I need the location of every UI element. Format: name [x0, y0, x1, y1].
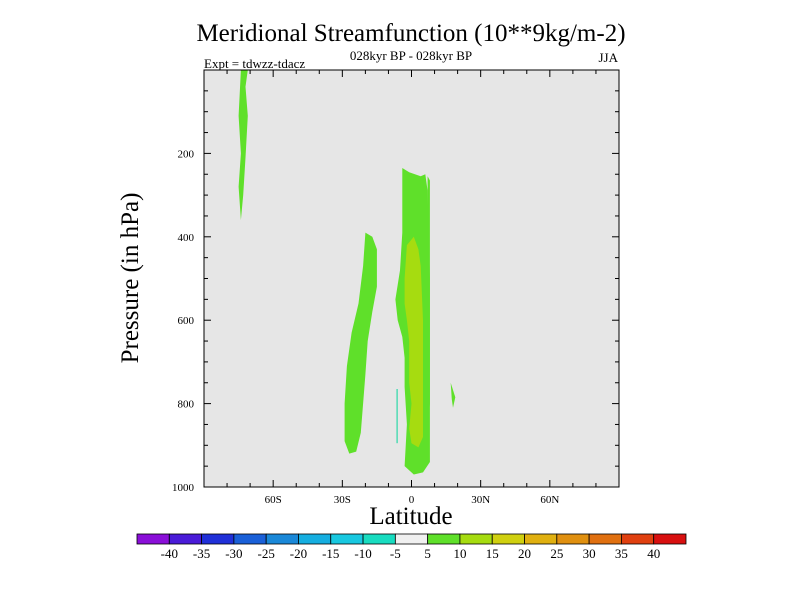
colorbar-label: -20	[290, 546, 307, 561]
colorbar-swatch	[298, 533, 332, 545]
colorbar-label: -25	[258, 546, 275, 561]
colorbar-swatch	[588, 533, 622, 545]
colorbar-label: -10	[354, 546, 371, 561]
colorbar-label: -5	[390, 546, 401, 561]
colorbar-label: 15	[486, 546, 499, 561]
chart-title: Meridional Streamfunction (10**9kg/m-2)	[196, 20, 625, 47]
colorbar-label: -40	[161, 546, 178, 561]
colorbar-swatch	[330, 533, 364, 545]
colorbar-swatch	[621, 533, 655, 545]
y-tick-label: 400	[178, 232, 195, 244]
contour-region-southern-line	[396, 389, 398, 444]
colorbar-label: 25	[550, 546, 563, 561]
experiment-label: Expt = tdwzz-tdacz	[204, 56, 305, 71]
colorbar-swatch	[556, 533, 590, 545]
colorbar-swatch	[491, 533, 525, 545]
colorbar-swatch	[168, 533, 202, 545]
y-tick-label: 200	[178, 148, 195, 160]
colorbar: -40 -35 -30 -25 -20 -15 -10 -5 5 10 15 20 25 30 35 40	[136, 533, 687, 561]
colorbar-swatch	[653, 533, 687, 545]
chart-subtitle: 028kyr BP - 028kyr BP	[350, 48, 472, 63]
contour-region-subtropical-southern-cell	[344, 232, 377, 454]
y-axis-label: Pressure (in hPa)	[117, 193, 144, 364]
x-tick-label: 60N	[540, 494, 559, 506]
colorbar-label: 30	[583, 546, 596, 561]
contour-regions	[238, 70, 456, 475]
season-label: JJA	[598, 50, 618, 65]
y-axis-ticks: 200 400 600 800 1000	[172, 90, 619, 494]
colorbar-label: 20	[518, 546, 531, 561]
contour-region-northern-sliver	[427, 176, 430, 425]
colorbar-swatch	[427, 533, 461, 545]
contour-region-northern-spot	[450, 382, 456, 408]
contour-region-upper-southern-cell	[238, 70, 248, 221]
colorbar-label: 40	[647, 546, 660, 561]
colorbar-swatch	[233, 533, 267, 545]
x-tick-label: 0	[409, 494, 415, 506]
x-axis-ticks: 60S 30S 0 30N 60N	[226, 70, 597, 506]
colorbar-swatch	[362, 533, 396, 545]
x-axis-label: Latitude	[369, 503, 452, 530]
y-tick-label: 600	[178, 315, 195, 327]
colorbar-swatch	[265, 533, 299, 545]
colorbar-swatch	[136, 533, 170, 545]
x-tick-label: 30N	[471, 494, 490, 506]
colorbar-label: 10	[453, 546, 466, 561]
colorbar-label: -35	[193, 546, 210, 561]
colorbar-swatch	[524, 533, 558, 545]
colorbar-label: 35	[615, 546, 628, 561]
y-tick-label: 1000	[172, 482, 195, 494]
x-tick-label: 60S	[265, 494, 282, 506]
colorbar-label: -15	[322, 546, 339, 561]
colorbar-swatch	[201, 533, 235, 545]
contour-region-equatorial-core	[404, 236, 423, 448]
colorbar-label: -30	[225, 546, 242, 561]
colorbar-swatch	[459, 533, 493, 545]
y-tick-label: 800	[178, 399, 195, 411]
colorbar-swatch	[394, 533, 429, 545]
colorbar-label: 5	[424, 546, 431, 561]
x-tick-label: 30S	[334, 494, 351, 506]
